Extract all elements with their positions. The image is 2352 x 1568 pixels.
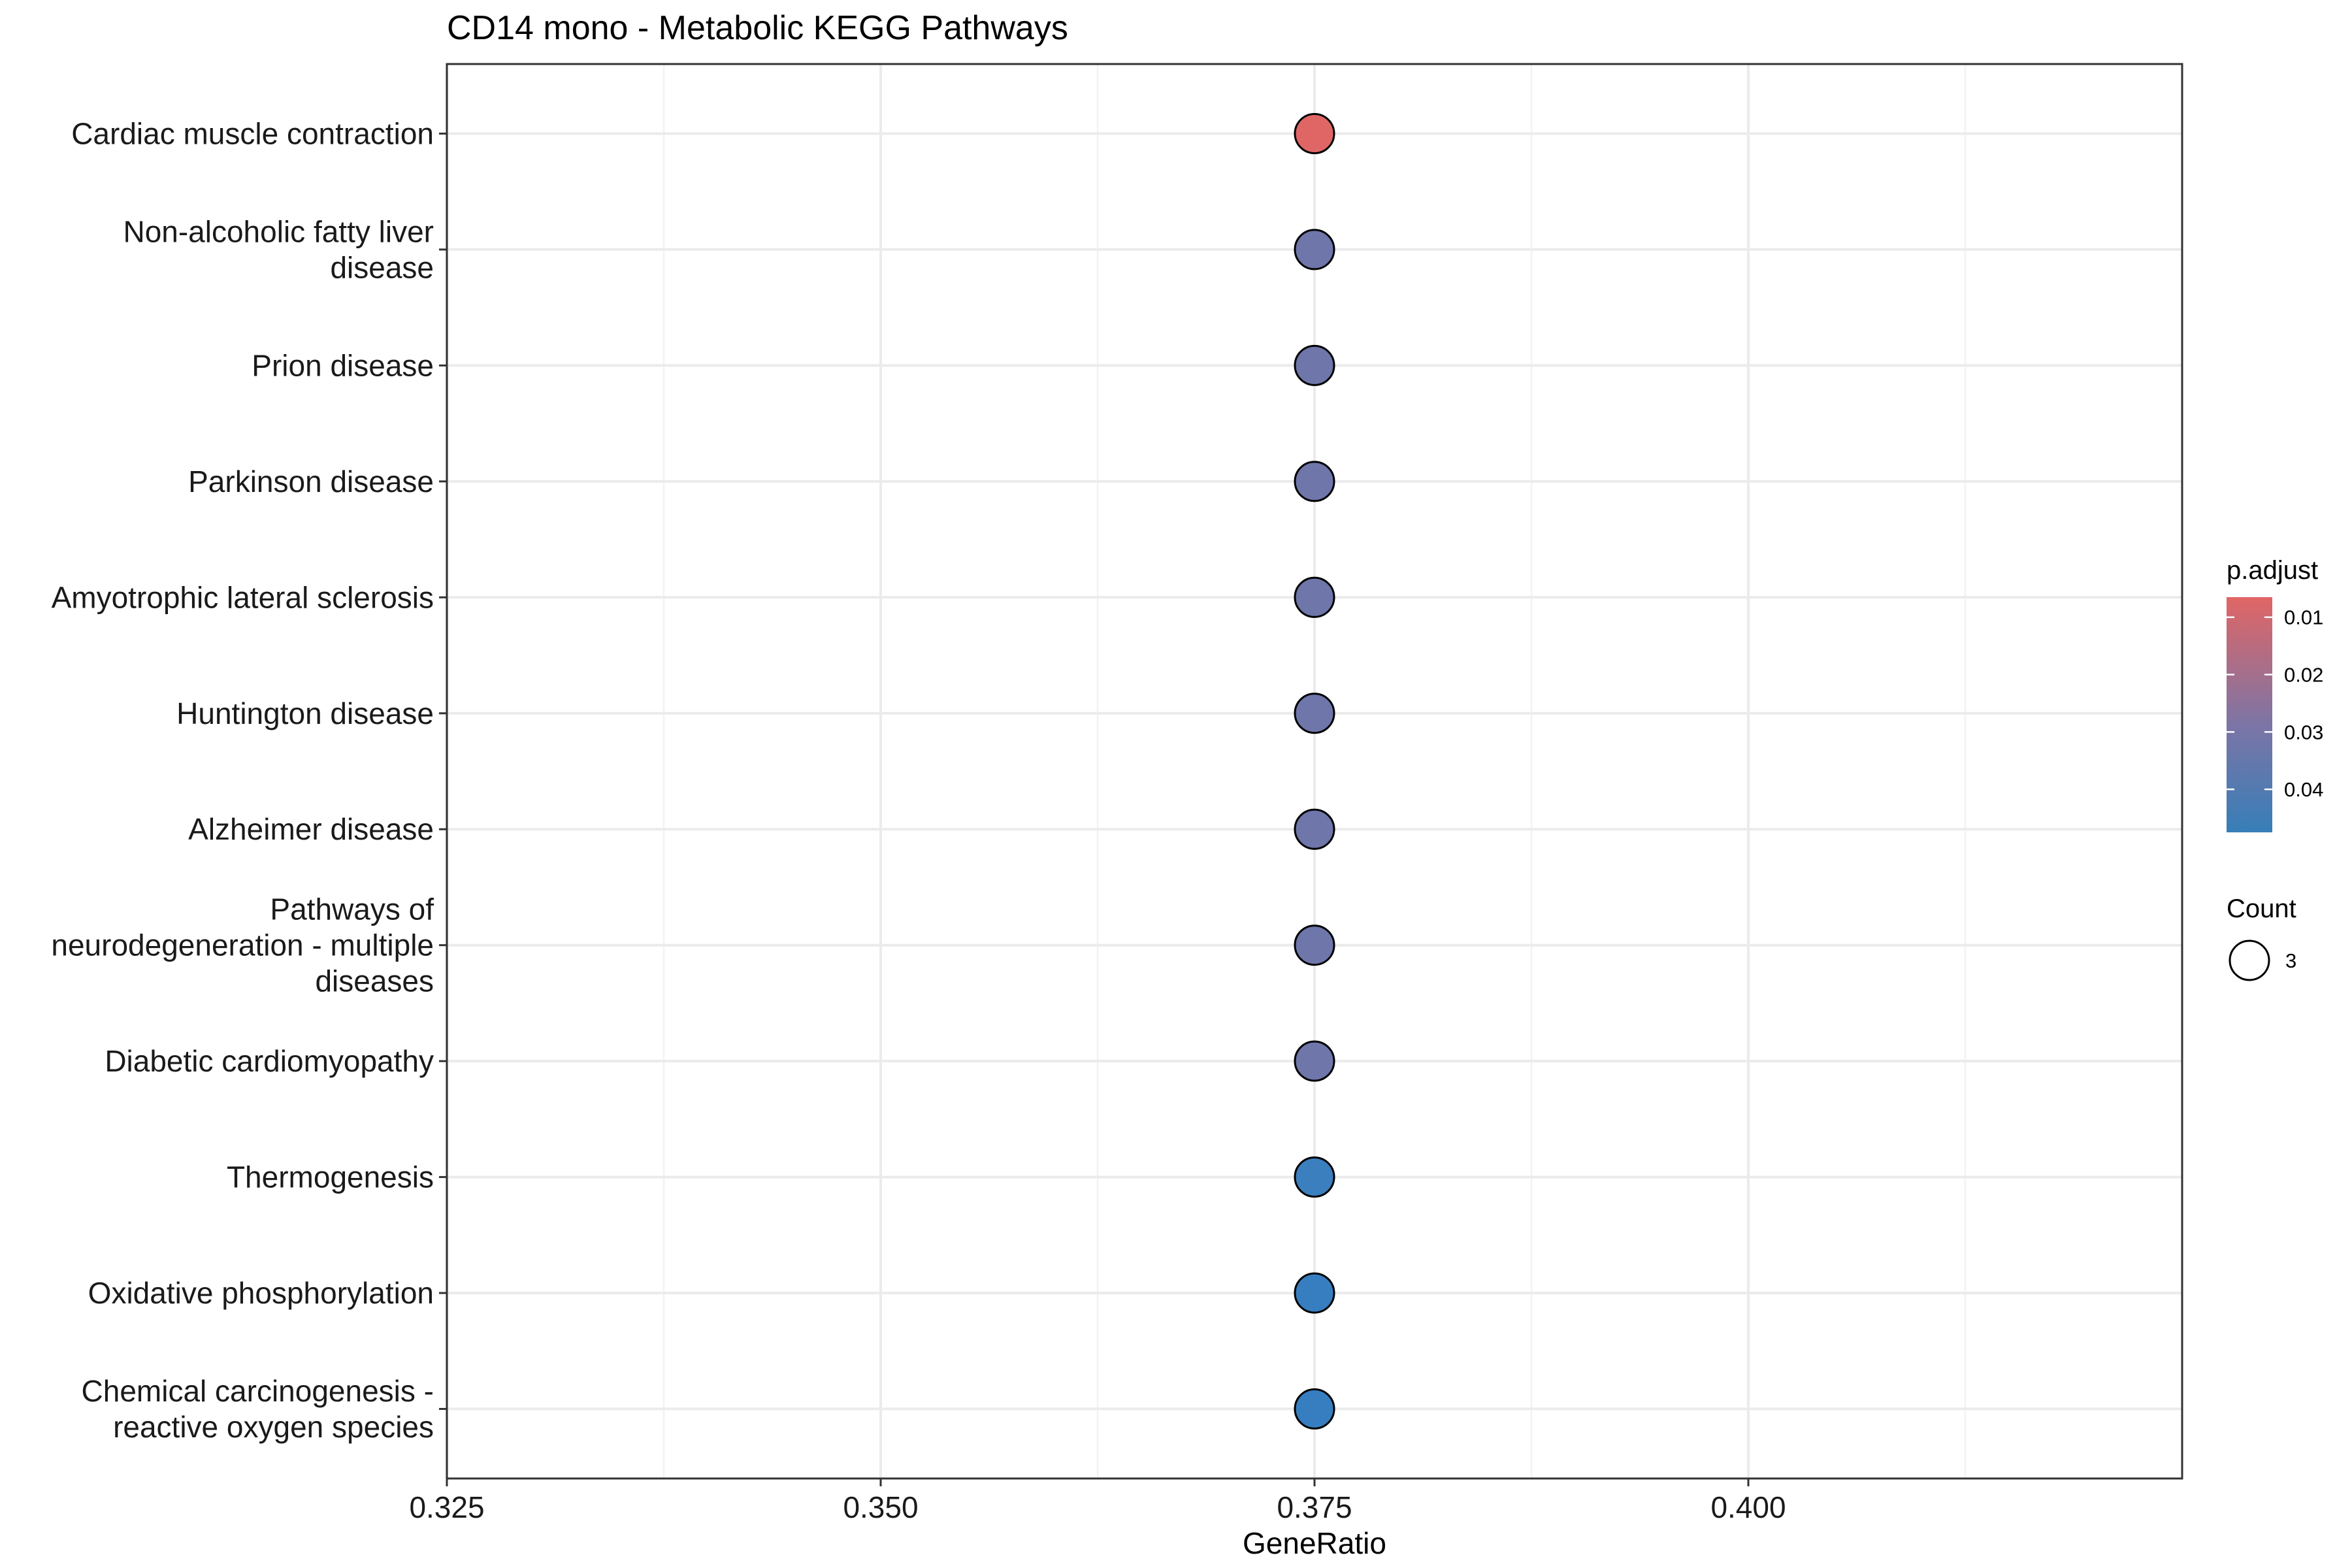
legend-colorbar xyxy=(2227,597,2272,832)
y-tick-label-line: Diabetic cardiomyopathy xyxy=(105,1044,434,1078)
x-tick-label: 0.400 xyxy=(1710,1490,1786,1524)
legend-size-entries: 3 xyxy=(2229,939,2296,981)
data-point xyxy=(1294,344,1335,386)
y-tick-label: Diabetic cardiomyopathy xyxy=(105,1044,434,1078)
y-tick-label-line: Cardiac muscle contraction xyxy=(71,116,434,150)
x-tick-label: 0.375 xyxy=(1277,1490,1352,1524)
y-tick-label-line: Oxidative phosphorylation xyxy=(88,1276,434,1310)
y-tick-label-line: Parkinson disease xyxy=(188,465,434,498)
y-tick-label-line: disease xyxy=(330,250,434,284)
y-tick-label-line: Thermogenesis xyxy=(227,1160,434,1194)
data-point xyxy=(1294,1156,1335,1198)
legend-colorbar-ticks: 0.01 0.02 0.03 0.04 xyxy=(2227,606,2323,801)
y-tick-label-line: Alzheimer disease xyxy=(188,812,434,846)
y-tick-label-line: neurodegeneration - multiple xyxy=(51,928,434,962)
y-tick-label-line: reactive oxygen species xyxy=(113,1410,434,1444)
data-point xyxy=(1294,229,1335,270)
y-tick-label: Cardiac muscle contraction xyxy=(71,116,434,150)
y-tick-label-line: Prion disease xyxy=(252,348,434,382)
data-point xyxy=(1294,1040,1335,1082)
colorbar-tick-label: 0.03 xyxy=(2284,721,2323,743)
data-point xyxy=(1294,576,1335,618)
data-point xyxy=(1294,1388,1335,1430)
x-axis-title: GeneRatio xyxy=(1243,1526,1386,1560)
x-tick-label: 0.350 xyxy=(843,1490,918,1524)
y-tick-label: Thermogenesis xyxy=(227,1160,434,1194)
y-tick-label: Alzheimer disease xyxy=(188,812,434,846)
data-point xyxy=(1294,112,1335,154)
legend-color-title: p.adjust xyxy=(2227,556,2318,585)
y-tick-label: Chemical carcinogenesis -reactive oxygen… xyxy=(82,1374,434,1444)
colorbar-tick-label: 0.02 xyxy=(2284,664,2323,687)
y-tick-label: Oxidative phosphorylation xyxy=(88,1276,434,1310)
y-tick-label: Huntington disease xyxy=(176,696,434,730)
colorbar-tick-label: 0.04 xyxy=(2284,778,2323,801)
y-axis: Cardiac muscle contraction Non-alcoholic … xyxy=(51,116,447,1444)
colorbar-tick-label: 0.01 xyxy=(2284,606,2323,629)
data-point xyxy=(1294,924,1335,966)
y-tick-label-line: Chemical carcinogenesis - xyxy=(82,1374,434,1408)
data-points xyxy=(1294,112,1335,1430)
y-tick-label: Parkinson disease xyxy=(188,465,434,498)
data-point xyxy=(1294,808,1335,850)
y-tick-label-line: Pathways of xyxy=(270,892,434,926)
y-tick-label: Prion disease xyxy=(252,348,434,382)
y-tick-label-line: diseases xyxy=(315,964,434,998)
y-tick-label: Pathways of neurodegeneration - multiple d… xyxy=(51,892,434,998)
y-tick-label-line: Huntington disease xyxy=(176,696,434,730)
y-tick-label-line: Non-alcoholic fatty liver xyxy=(123,214,434,248)
y-tick-label-line: Amyotrophic lateral sclerosis xyxy=(52,580,434,614)
y-tick-label: Non-alcoholic fatty liver disease xyxy=(123,214,434,284)
legend: p.adjust 0.01 0.02 0.03 0.04 Count 3 xyxy=(2227,556,2323,981)
data-point xyxy=(1294,1272,1335,1314)
x-tick-label: 0.325 xyxy=(409,1490,484,1524)
data-point xyxy=(1294,693,1335,734)
legend-size-key xyxy=(2229,939,2270,981)
chart-title: CD14 mono - Metabolic KEGG Pathways xyxy=(447,9,1068,47)
legend-size-label: 3 xyxy=(2285,949,2296,972)
legend-size-title: Count xyxy=(2227,894,2296,923)
x-axis: 0.325 0.350 0.375 0.400 xyxy=(409,1478,1786,1524)
data-point xyxy=(1294,461,1335,502)
y-tick-label: Amyotrophic lateral sclerosis xyxy=(52,580,434,614)
